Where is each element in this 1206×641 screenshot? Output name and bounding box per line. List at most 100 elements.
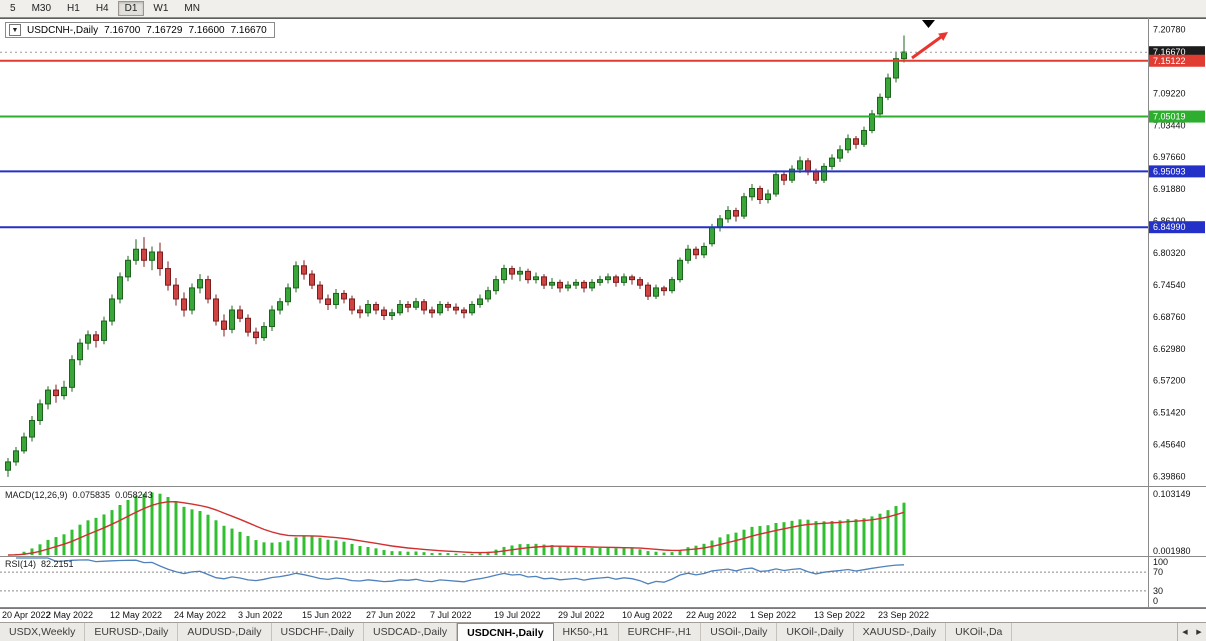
price-axis-label: 6.80320: [1153, 248, 1186, 258]
candle-body: [61, 386, 67, 397]
date-axis-label: 13 Sep 2022: [814, 610, 866, 620]
price-axis-label: 6.86100: [1153, 216, 1186, 226]
tab-usdcad-daily[interactable]: USDCAD-,Daily: [364, 623, 458, 641]
candle-body: [149, 251, 155, 261]
candle-body: [893, 58, 899, 79]
rsi-axis-label: 0: [1153, 596, 1158, 606]
tab-eurchf-h1[interactable]: EURCHF-,H1: [619, 623, 702, 641]
candle-body: [757, 187, 763, 201]
tab-ukoil-da[interactable]: UKOil-,Da: [946, 623, 1013, 641]
top-arrow-marker-icon[interactable]: [922, 20, 935, 28]
candle-body: [373, 303, 379, 311]
scroll-left-icon[interactable]: ◀: [1182, 629, 1188, 636]
candle-body: [685, 248, 691, 261]
candle-body: [749, 187, 755, 198]
timeframe-button-h4[interactable]: H4: [95, 3, 109, 14]
candle-body: [709, 226, 715, 245]
candle-body: [333, 292, 339, 305]
price-axis-label: 6.68760: [1153, 312, 1186, 322]
candle-body: [237, 309, 243, 319]
candle-body: [861, 129, 867, 145]
chart-canvas[interactable]: 7.207807.150007.092207.034406.976606.918…: [0, 18, 1206, 608]
timeframe-button-5[interactable]: 5: [10, 3, 16, 14]
candle-body: [461, 309, 467, 314]
candle-body: [829, 157, 835, 167]
timeframe-toolbar: 5 M30 H1 H4 D1 W1 MN: [0, 0, 1206, 18]
chevron-down-icon[interactable]: ▼: [9, 24, 21, 36]
tab-ukoil-daily[interactable]: UKOil-,Daily: [777, 623, 854, 641]
chart-region[interactable]: 7.207807.150007.092207.034406.976606.918…: [0, 18, 1206, 608]
ohlc-low: 7.16600: [188, 24, 225, 36]
candle-body: [469, 303, 475, 314]
price-axis-label: 7.20780: [1153, 25, 1186, 35]
scroll-right-icon[interactable]: ▶: [1196, 629, 1202, 636]
candle-body: [245, 317, 251, 333]
candle-body: [725, 210, 731, 220]
trend-arrow-annotation[interactable]: [911, 35, 942, 60]
ohlc-open: 7.16700: [104, 24, 141, 36]
tab-usoil-daily[interactable]: USOil-,Daily: [701, 623, 778, 641]
candle-body: [101, 320, 107, 341]
candle-body: [605, 276, 611, 281]
candle-body: [741, 196, 747, 217]
candle-body: [69, 359, 75, 388]
timeframe-button-mn[interactable]: MN: [184, 3, 200, 14]
candle-body: [85, 334, 91, 344]
price-badge-value: 7.15122: [1153, 56, 1186, 66]
candle-body: [541, 276, 547, 286]
candle-body: [53, 389, 59, 397]
candle-body: [197, 279, 203, 289]
candle-body: [613, 276, 619, 283]
candle-body: [525, 270, 531, 281]
candle-body: [421, 301, 427, 311]
price-badge-value: 6.95093: [1153, 166, 1186, 176]
price-axis-label: 7.03440: [1153, 120, 1186, 130]
candle-body: [557, 281, 563, 289]
candle-body: [677, 259, 683, 281]
timeframe-button-d1[interactable]: D1: [117, 1, 145, 16]
candle-body: [781, 174, 787, 181]
candle-body: [693, 248, 699, 256]
price-badge-value: 7.05019: [1153, 112, 1186, 122]
candle-body: [661, 287, 667, 292]
candle-body: [285, 287, 291, 303]
timeframe-button-h1[interactable]: H1: [67, 3, 80, 14]
date-axis-label: 20 Apr 2022: [2, 610, 51, 620]
price-badge-value: 6.84990: [1153, 222, 1186, 232]
candle-body: [301, 265, 307, 275]
macd-signal-line: [7, 500, 905, 556]
candle-body: [765, 193, 771, 201]
candle-body: [397, 303, 403, 314]
tab-usdcnh-daily[interactable]: USDCNH-,Daily: [457, 623, 554, 641]
timeframe-button-w1[interactable]: W1: [153, 3, 169, 14]
candle-body: [429, 309, 435, 314]
tab-hk50-h1[interactable]: HK50-,H1: [554, 623, 619, 641]
candle-body: [141, 248, 147, 261]
candle-body: [37, 403, 43, 421]
tab-xauusd-daily[interactable]: XAUUSD-,Daily: [854, 623, 947, 641]
candle-body: [133, 248, 139, 261]
candle-body: [773, 174, 779, 195]
price-axis-label: 6.62980: [1153, 344, 1186, 354]
candle-body: [885, 77, 891, 98]
time-axis: 20 Apr 2022 2 May 2022 12 May 2022 24 May 2…: [0, 608, 1206, 622]
ohlc-close: 7.16670: [230, 24, 267, 36]
price-axis-label: 6.45640: [1153, 440, 1186, 450]
tab-usdx-weekly[interactable]: USDX,Weekly: [0, 623, 86, 641]
date-axis-label: 12 May 2022: [110, 610, 163, 620]
candle-body: [717, 218, 723, 228]
candle-body: [797, 160, 803, 170]
candle-body: [325, 298, 331, 305]
price-axis-label: 6.97660: [1153, 152, 1186, 162]
candle-body: [109, 298, 115, 322]
tab-usdchf-daily[interactable]: USDCHF-,Daily: [272, 623, 365, 641]
candle-body: [277, 301, 283, 311]
candle-body: [821, 165, 827, 181]
tab-audusd-daily[interactable]: AUDUSD-,Daily: [178, 623, 272, 641]
timeframe-button-m30[interactable]: M30: [31, 3, 52, 14]
candle-body: [205, 279, 211, 300]
candle-body: [509, 268, 515, 275]
tab-eurusd-daily[interactable]: EURUSD-,Daily: [85, 623, 179, 641]
price-axis-label: 6.74540: [1153, 280, 1186, 290]
candle-body: [5, 461, 11, 471]
